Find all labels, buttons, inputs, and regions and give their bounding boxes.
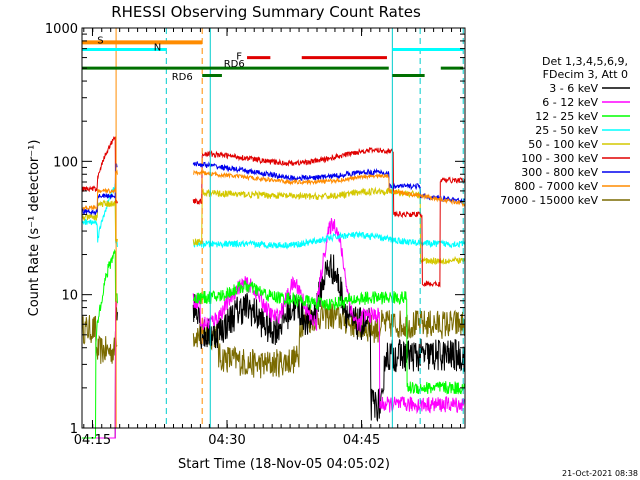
footer-timestamp: 21-Oct-2021 08:38 — [562, 469, 638, 478]
series-trace-5 — [81, 136, 466, 288]
legend-entry-label: 300 - 800 keV — [521, 166, 598, 179]
x-axis-label: Start Time (18-Nov-05 04:05:02) — [178, 457, 390, 472]
y-tick-label: 1000 — [45, 22, 78, 37]
x-tick-label: 04:30 — [208, 433, 245, 448]
legend-header-decim: FDecim 3, Att 0 — [543, 68, 628, 81]
axes-layer: 04:15 04:30 04:45 1 10 100 1000 — [45, 22, 465, 448]
x-tick-label: 04:45 — [343, 433, 380, 448]
plot-data-layer — [81, 136, 466, 439]
plot-frame — [81, 27, 466, 429]
series-trace-7 — [81, 169, 466, 212]
annotation-label: S — [97, 36, 103, 47]
legend-header-detectors: Det 1,3,4,5,6,9, — [542, 55, 628, 68]
y-axis-label: Count Rate (s⁻¹ detector⁻¹) — [27, 140, 42, 317]
y-tick-label: 100 — [53, 155, 78, 170]
annotation-label: RD6 — [224, 59, 245, 70]
annotation-label: F — [236, 52, 242, 63]
x-tick-label: 04:15 — [74, 433, 111, 448]
legend-entry-label: 3 - 6 keV — [549, 82, 598, 95]
chart-title: RHESSI Observing Summary Count Rates — [111, 3, 421, 21]
legend-entry-label: 25 - 50 keV — [535, 124, 598, 137]
legend-entry-label: 12 - 25 keV — [535, 110, 598, 123]
legend-entry-label: 7000 - 15000 keV — [500, 194, 598, 207]
y-tick-label: 10 — [61, 289, 78, 304]
annotation-label: RD6 — [172, 72, 193, 83]
legend-entry-label: 50 - 100 keV — [528, 138, 598, 151]
legend-entry-label: 6 - 12 keV — [542, 96, 598, 109]
annotation-label: N — [154, 43, 161, 54]
legend-entry-label: 100 - 300 keV — [521, 152, 598, 165]
series-trace-8 — [81, 300, 466, 379]
legend-entry-label: 800 - 7000 keV — [514, 180, 598, 193]
y-tick-label: 1 — [70, 422, 78, 437]
